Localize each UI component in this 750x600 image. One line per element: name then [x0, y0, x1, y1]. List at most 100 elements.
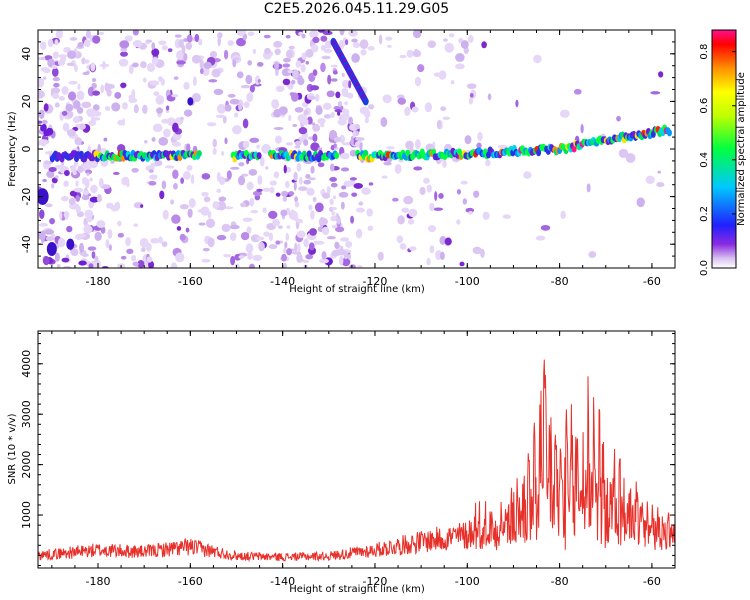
spectrogram-noise-blob	[240, 202, 247, 208]
spectrogram-noise-blob	[268, 232, 274, 242]
spectrogram-noise-blob	[229, 98, 240, 105]
spectrogram-noise-blob	[75, 180, 79, 187]
spectrogram-noise-blob	[223, 206, 234, 210]
spectrogram-noise-blob	[70, 248, 79, 256]
spectrogram-noise-blob	[89, 177, 93, 182]
spectrogram-noise-blob	[296, 230, 306, 239]
spectrogram-noise-blob	[199, 59, 204, 69]
spectrogram-noise-blob	[111, 102, 121, 112]
spectrogram-noise-blob	[146, 62, 156, 72]
spectrogram-noise-blob	[309, 85, 320, 91]
spectrogram-noise-blob	[286, 225, 291, 229]
spectrogram-noise-blob	[252, 254, 263, 261]
snr-x-tick-label: -160	[178, 575, 203, 588]
spectrogram-noise-blob	[355, 228, 363, 239]
spectrogram-noise-blob	[330, 78, 338, 82]
spectrogram-noise-blob	[292, 124, 298, 128]
spectrogram-noise-blob	[186, 143, 191, 153]
spectrogram-y-label: Frequency (Hz)	[7, 111, 18, 187]
spectrogram-noise-blob	[82, 190, 90, 196]
spectrogram-noise-blob	[332, 195, 337, 200]
spectrogram-noise-blob	[89, 196, 100, 203]
spectrogram-noise-blob	[233, 57, 240, 61]
spectrogram-noise-blob	[348, 30, 358, 37]
spectrogram-noise-blob	[399, 54, 407, 59]
spectrogram-noise-blob	[122, 118, 126, 126]
spectrogram-noise-blob	[382, 94, 392, 104]
spectrogram-noise-blob	[61, 257, 70, 263]
spectrogram-main-trace	[666, 129, 672, 137]
spectrogram-noise-blob	[412, 49, 422, 58]
spectrogram-noise-blob	[364, 117, 369, 124]
spectrogram-noise-blob	[330, 144, 335, 151]
spectrogram-noise-blob	[275, 192, 281, 197]
spectrogram-noise-blob	[329, 198, 334, 206]
spectrogram-noise-blob	[250, 234, 261, 243]
spectrogram-noise-blob	[183, 109, 193, 117]
colorbar-tick-label: 0.8	[699, 44, 710, 60]
spectrogram-noise-blob	[216, 201, 227, 211]
spectrogram-noise-blob	[85, 30, 91, 39]
spectrogram-noise-blob	[202, 247, 210, 252]
snr-y-tick-label: 1000	[20, 501, 33, 529]
spectrogram-noise-blob	[125, 237, 131, 247]
spectrogram-noise-blob	[209, 51, 218, 59]
spectrogram-noise-blob	[179, 203, 189, 210]
spectrogram-noise-blob	[77, 165, 84, 174]
spectrogram-noise-blob	[360, 49, 367, 56]
spectrogram-noise-blob	[337, 111, 341, 116]
spectrogram-noise-blob	[636, 197, 645, 208]
spectrogram-noise-blob	[62, 122, 70, 132]
spectrogram-x-label: Height of straight line (km)	[289, 284, 425, 295]
spectrogram-noise-blob	[279, 240, 283, 244]
spectrogram-noise-blob	[341, 88, 349, 93]
spectrogram-noise-blob	[77, 83, 81, 90]
spectrogram-noise-blob	[81, 101, 92, 109]
spectrogram-noise-blob	[468, 211, 473, 215]
spectrogram-noise-blob	[188, 198, 196, 208]
spectrogram-noise-blob	[187, 208, 193, 218]
spectrogram-noise-blob	[256, 144, 260, 149]
spectrogram-noise-blob	[142, 77, 147, 83]
spectrogram-noise-blob	[43, 103, 49, 112]
spectrogram-noise-blob	[39, 222, 48, 227]
spectrogram-noise-blob	[212, 201, 220, 210]
spectrogram-noise-blob	[312, 196, 317, 203]
spectrogram-noise-blob	[38, 78, 45, 82]
spectrogram-noise-blob	[175, 252, 185, 263]
spectrogram-noise-blob	[438, 193, 444, 199]
snr-x-tick-label: -180	[86, 575, 111, 588]
spectrogram-noise-blob	[140, 61, 147, 69]
spectrogram-noise-blob	[466, 83, 477, 89]
spectrogram-noise-blob	[403, 195, 414, 205]
spectrogram-x-tick-label: -120	[362, 275, 387, 288]
spectrogram-noise-blob	[315, 94, 320, 102]
spectrogram-noise-blob	[201, 258, 211, 263]
spectrogram-noise-blob	[38, 90, 45, 99]
spectrogram-noise-blob	[303, 109, 309, 116]
spectrogram-noise-blob	[348, 80, 352, 89]
spectrogram-noise-blob	[657, 170, 662, 174]
spectrogram-noise-blob	[295, 60, 302, 68]
spectrogram-main-trace	[363, 149, 369, 157]
spectrogram-noise-blob	[155, 95, 165, 105]
spectrogram-noise-blob	[268, 210, 278, 219]
spectrogram-noise-blob	[339, 134, 346, 144]
spectrogram-noise-blob	[419, 186, 426, 196]
spectrogram-noise-blob	[411, 106, 419, 113]
spectrogram-noise-blob	[234, 253, 242, 261]
spectrogram-noise-blob	[227, 93, 236, 98]
spectrogram-noise-blob	[192, 76, 197, 86]
spectrogram-noise-blob	[283, 262, 288, 268]
spectrogram-noise-blob	[162, 209, 169, 220]
snr-frame	[37, 330, 676, 569]
spectrogram-noise-blob	[341, 142, 352, 146]
spectrogram-noise-blob	[296, 253, 303, 264]
spectrogram-noise-blob	[341, 185, 347, 190]
spectrogram-noise-blob	[191, 93, 201, 103]
spectrogram-noise-blob	[324, 40, 332, 49]
spectrogram-noise-blob	[339, 30, 345, 36]
spectrogram-noise-blob	[51, 67, 59, 77]
spectrogram-noise-blob	[323, 114, 332, 119]
spectrogram-noise-blob	[294, 242, 298, 253]
